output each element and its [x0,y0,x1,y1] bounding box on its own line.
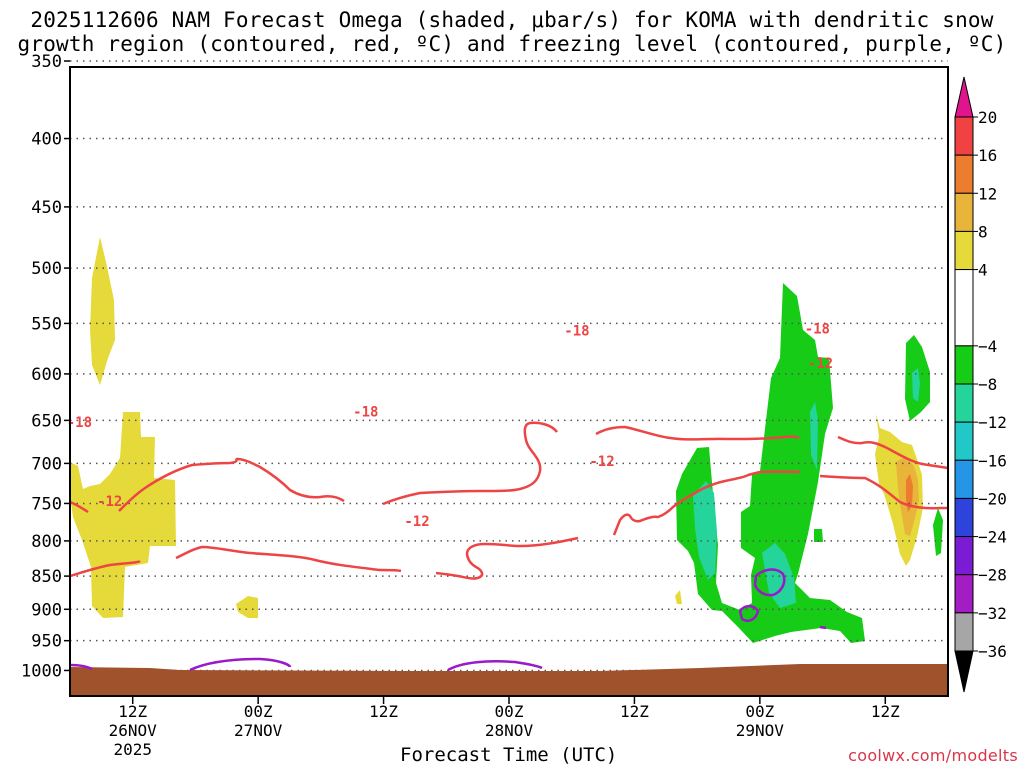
y-tick-label: 650 [31,411,62,431]
y-tick-label: 400 [31,130,62,150]
omega-positive-area [90,237,115,385]
omega-colorbar: 20 16 12 8 4 −4 −8 −12 −16 −20 −24 −28 −32 −36 [954,76,1007,693]
contour-label: -12 [97,494,122,510]
colorbar-label: 8 [978,222,988,241]
colorbar-label: −24 [978,528,1007,547]
colorbar-segment [954,116,974,156]
colorbar-segment [954,154,974,194]
omega-positive-area [675,590,682,604]
omega-negative-area [912,368,920,402]
y-tick-label: 950 [31,632,62,652]
colorbar-segment [954,192,974,232]
omega-negative-area [814,529,823,542]
y-tick-label: 450 [31,198,62,218]
y-tick-label: 550 [31,314,62,334]
colorbar-label: −8 [978,375,997,394]
colorbar-segment [954,345,974,385]
terrain [70,664,948,696]
colorbar-over-arrow [954,76,974,118]
colorbar-segment [954,421,974,461]
colorbar-segment [954,269,974,347]
colorbar-segment [954,383,974,423]
dgz-isotherm-minus12 [69,470,948,580]
y-tick-label: 600 [31,365,62,385]
freezing-level-contour [189,657,292,672]
contour-label: -18 [564,324,589,340]
x-axis-title: Forecast Time (UTC) [400,744,618,766]
contour-label: -12 [808,356,833,372]
site-credit: coolwx.com/modelts [848,746,1018,765]
x-tick-label: 12Z [369,702,398,721]
omega-negative-area [933,508,943,556]
colorbar-label: 12 [978,184,997,203]
colorbar-label: 20 [978,108,997,127]
freezing-level-contour [447,660,543,672]
colorbar-label: 4 [978,261,988,280]
colorbar-segment [954,574,974,614]
freezing-level-contour [69,663,93,671]
y-tick-label: 350 [31,52,62,72]
colorbar-segment [954,497,974,538]
x-tick-date: 28NOV [485,721,534,740]
freezing-level-contours [69,568,827,672]
pressure-axis: 2503003504004505005506006507007508008509… [21,52,70,681]
omega-positive-area [906,474,913,512]
x-tick-label: 12Z [871,702,900,721]
colorbar-segment [954,459,974,499]
omega-shading [70,237,943,643]
y-tick-label: 850 [31,567,62,587]
colorbar-label: 16 [978,146,997,165]
x-tick-label: 00Z [244,702,273,721]
x-tick-date: 27NOV [234,721,283,740]
x-tick-label: 00Z [495,702,524,721]
contour-label: -12 [589,454,614,470]
chart-title-line-1: 2025112606 NAM Forecast Omega (shaded, μ… [30,8,994,32]
freezing-level-contour [819,625,827,630]
colorbar-under-arrow [954,650,974,693]
contour-labels: -18 -12 -18 -12 -18 -12 -18 -12 [67,322,833,530]
x-tick-year: 2025 [113,740,152,759]
contour-label: -18 [805,322,830,338]
omega-positive-area [236,596,258,618]
x-tick-label: 12Z [620,702,649,721]
y-tick-label: 500 [31,259,62,279]
omega-negative-area [693,481,717,580]
colorbar-segment [954,612,974,652]
y-tick-label: 900 [31,600,62,620]
y-tick-label: 700 [31,454,62,474]
omega-negative-area [810,402,818,470]
y-tick-label: 1000 [21,661,62,681]
dendritic-growth-contours [69,421,949,580]
freezing-level-contour [738,604,760,622]
colorbar-segment [954,536,974,576]
chart-title-line-2: growth region (contoured, red, ºC) and f… [17,32,1007,56]
colorbar-label: −36 [978,642,1007,661]
x-tick-label: 00Z [745,702,774,721]
dgz-isotherm-minus18 [69,421,949,514]
contour-label: -12 [404,514,429,530]
contour-label: -18 [353,404,378,420]
colorbar-label: −12 [978,413,1007,432]
freezing-level-contour [753,568,786,597]
colorbar-label: −28 [978,566,1007,585]
omega-negative-area [676,283,865,643]
colorbar-segment [954,230,974,271]
y-tick-label: 750 [31,494,62,514]
plot-area: -18 -12 -18 -12 -18 -12 -18 -12 [67,60,949,696]
contour-label: -18 [67,415,92,431]
x-tick-label: 12Z [118,702,147,721]
colorbar-label: −16 [978,451,1007,470]
colorbar-label: −4 [978,337,997,356]
x-tick-date: 29NOV [736,721,785,740]
colorbar-label: −32 [978,604,1007,623]
x-tick-date: 26NOV [109,721,158,740]
y-tick-label: 800 [31,532,62,552]
colorbar-label: −20 [978,489,1007,508]
